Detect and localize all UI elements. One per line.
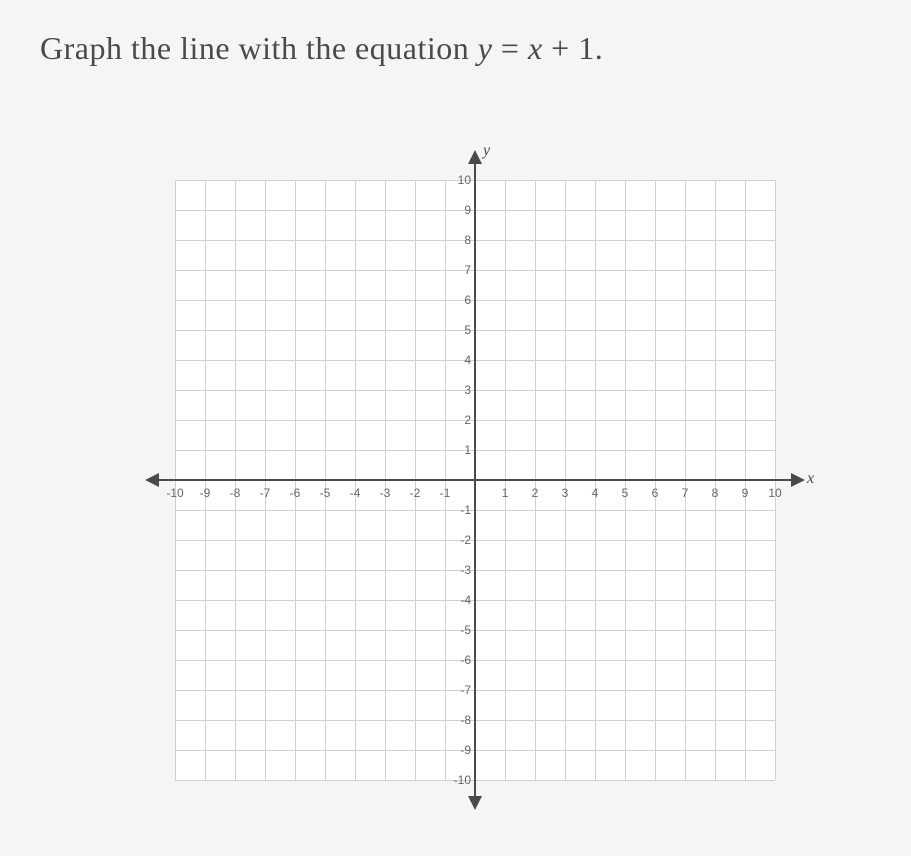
y-tick-label: 1 bbox=[464, 443, 471, 457]
y-tick-label: 4 bbox=[464, 353, 471, 367]
y-tick-label: -3 bbox=[460, 563, 471, 577]
x-tick-label: 6 bbox=[652, 486, 659, 500]
equation-rhs-var: x bbox=[528, 30, 543, 66]
coordinate-plane[interactable]: y x -10 -9 -8 -7 -6 -5 -4 -3 -2 -1 1 2 3 4 5 6 7 8 9 10 10 9 8… bbox=[135, 140, 815, 820]
y-tick-label: -5 bbox=[460, 623, 471, 637]
y-tick-label: -7 bbox=[460, 683, 471, 697]
y-tick-label: 10 bbox=[458, 173, 471, 187]
question-prompt: Graph the line with the equation y = x +… bbox=[40, 30, 603, 67]
equation-lhs: y bbox=[478, 30, 493, 66]
x-tick-label: 4 bbox=[592, 486, 599, 500]
x-tick-label: 3 bbox=[562, 486, 569, 500]
x-tick-label: -9 bbox=[200, 486, 211, 500]
y-tick-label: -6 bbox=[460, 653, 471, 667]
x-tick-label: -3 bbox=[380, 486, 391, 500]
y-tick-label: -1 bbox=[460, 503, 471, 517]
x-tick-label: 2 bbox=[532, 486, 539, 500]
x-tick-label: -4 bbox=[350, 486, 361, 500]
x-tick-label: -5 bbox=[320, 486, 331, 500]
y-tick-label: -2 bbox=[460, 533, 471, 547]
x-tick-label: 9 bbox=[742, 486, 749, 500]
question-period: . bbox=[595, 30, 604, 66]
y-tick-label: 7 bbox=[464, 263, 471, 277]
equation-equals: = bbox=[492, 30, 528, 66]
x-tick-label: 10 bbox=[768, 486, 781, 500]
y-tick-label: 6 bbox=[464, 293, 471, 307]
x-tick-label: 7 bbox=[682, 486, 689, 500]
x-tick-label: -7 bbox=[260, 486, 271, 500]
y-tick-label: -4 bbox=[460, 593, 471, 607]
equation-rhs-const: + 1 bbox=[543, 30, 595, 66]
x-tick-label: -1 bbox=[440, 486, 451, 500]
x-tick-label: -6 bbox=[290, 486, 301, 500]
y-tick-label: -9 bbox=[460, 743, 471, 757]
y-tick-label: 8 bbox=[464, 233, 471, 247]
y-tick-label: 2 bbox=[464, 413, 471, 427]
x-tick-label: 5 bbox=[622, 486, 629, 500]
x-tick-label: 1 bbox=[502, 486, 509, 500]
y-axis-label: y bbox=[483, 142, 490, 160]
x-axis-label: x bbox=[807, 470, 814, 488]
y-tick-label: -8 bbox=[460, 713, 471, 727]
x-tick-label: -10 bbox=[166, 486, 183, 500]
question-prefix: Graph the line with the equation bbox=[40, 30, 478, 66]
y-tick-label: 3 bbox=[464, 383, 471, 397]
x-tick-label: -2 bbox=[410, 486, 421, 500]
x-tick-label: -8 bbox=[230, 486, 241, 500]
x-tick-label: 8 bbox=[712, 486, 719, 500]
y-tick-label: 9 bbox=[464, 203, 471, 217]
y-tick-label: -10 bbox=[454, 773, 471, 787]
y-tick-label: 5 bbox=[464, 323, 471, 337]
